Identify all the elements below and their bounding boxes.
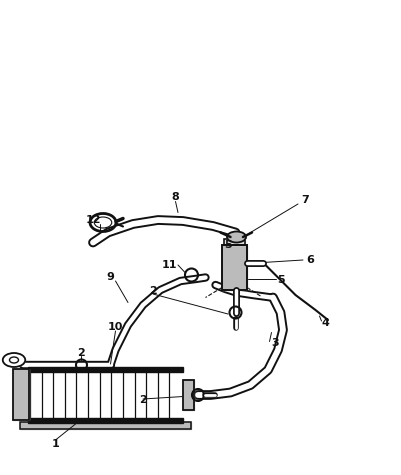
Text: 12: 12 xyxy=(85,215,101,225)
Text: 2: 2 xyxy=(139,395,147,405)
Bar xyxy=(224,239,245,245)
Text: 5: 5 xyxy=(224,240,232,250)
Text: 10: 10 xyxy=(108,323,123,332)
Text: 1: 1 xyxy=(52,439,59,449)
Text: 5: 5 xyxy=(277,275,284,285)
Bar xyxy=(13,369,29,420)
Bar xyxy=(28,418,183,422)
Text: 2: 2 xyxy=(78,348,85,358)
Bar xyxy=(222,245,247,290)
Bar xyxy=(183,380,194,410)
Text: 7: 7 xyxy=(302,195,310,205)
Ellipse shape xyxy=(227,231,246,243)
Ellipse shape xyxy=(3,353,25,367)
Text: 8: 8 xyxy=(172,192,179,202)
Text: 4: 4 xyxy=(322,317,330,327)
Text: 3: 3 xyxy=(272,338,279,348)
Text: 9: 9 xyxy=(107,273,114,283)
Bar xyxy=(183,380,194,410)
Text: 6: 6 xyxy=(306,255,314,265)
Bar xyxy=(222,245,247,290)
Bar xyxy=(28,367,183,371)
Text: 11: 11 xyxy=(162,260,177,270)
Text: 2: 2 xyxy=(149,286,157,296)
Bar xyxy=(224,239,245,245)
Bar xyxy=(20,421,190,428)
Bar xyxy=(13,369,29,420)
Bar xyxy=(20,421,190,428)
